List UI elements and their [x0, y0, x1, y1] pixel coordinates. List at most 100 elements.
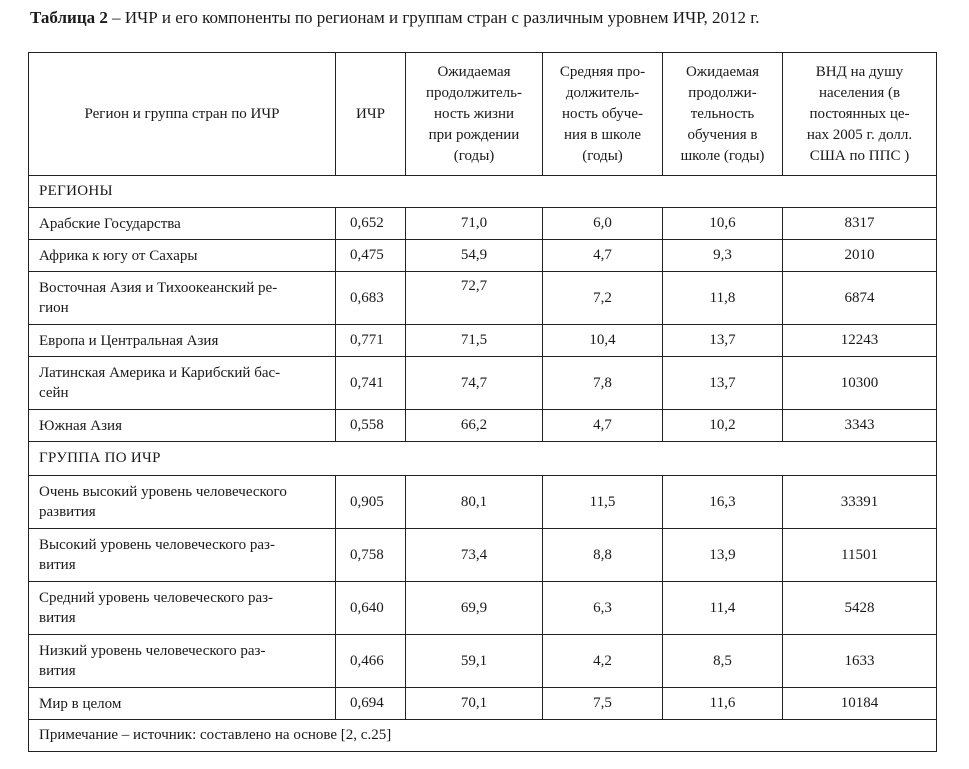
cell-hdi: 0,683	[335, 271, 406, 325]
cell-hdi: 0,466	[335, 634, 406, 688]
header-hdi: ИЧР	[335, 52, 406, 176]
header-line: продолжи-	[688, 84, 757, 101]
row-name-line: вития	[39, 610, 76, 626]
cell-gni: 3343	[782, 409, 937, 442]
hdi-table: Регион и группа стран по ИЧР ИЧР Ожидаем…	[28, 52, 937, 752]
table-row: Средний уровень человеческого раз- вития…	[28, 581, 937, 635]
cell-life: 72,7	[405, 271, 543, 325]
section-regions: РЕГИОНЫ	[28, 175, 937, 208]
cell-hdi: 0,652	[335, 207, 406, 240]
row-name-line: Высокий уровень человеческого раз-	[39, 537, 275, 553]
cell-mean: 4,2	[542, 634, 663, 688]
table-row: Низкий уровень человеческого раз- вития …	[28, 634, 937, 688]
cell-gni: 10300	[782, 356, 937, 410]
table-row: Европа и Центральная Азия 0,771 71,5 10,…	[28, 324, 937, 357]
row-name: Африка к югу от Сахары	[28, 239, 336, 272]
row-name: Европа и Центральная Азия	[28, 324, 336, 357]
cell-mean: 6,3	[542, 581, 663, 635]
row-name: Арабские Государства	[28, 207, 336, 240]
header-line: США по ППС )	[809, 147, 910, 164]
header-line: (годы)	[582, 147, 623, 164]
header-line: тельность	[690, 105, 755, 122]
cell-mean: 10,4	[542, 324, 663, 357]
cell-gni: 8317	[782, 207, 937, 240]
header-line: обучения в	[687, 126, 758, 143]
cell-hdi: 0,640	[335, 581, 406, 635]
cell-expected: 9,3	[662, 239, 783, 272]
cell-hdi: 0,694	[335, 687, 406, 720]
cell-life: 71,0	[405, 207, 543, 240]
cell-expected: 10,6	[662, 207, 783, 240]
cell-gni: 6874	[782, 271, 937, 325]
header-line: ния в школе	[563, 126, 642, 143]
row-name: Высокий уровень человеческого раз- вития	[28, 528, 336, 582]
header-line: школе (годы)	[680, 147, 765, 164]
cell-mean: 4,7	[542, 409, 663, 442]
cell-expected: 11,8	[662, 271, 783, 325]
table-row: Латинская Америка и Карибский бас- сейн …	[28, 356, 937, 410]
cell-hdi: 0,758	[335, 528, 406, 582]
row-name-line: вития	[39, 663, 76, 679]
table-caption: Таблица 2 – ИЧР и его компоненты по реги…	[30, 8, 760, 28]
cell-mean: 4,7	[542, 239, 663, 272]
cell-gni: 11501	[782, 528, 937, 582]
header-mean-schooling: Средняя про- должитель- ность обуче- ния…	[542, 52, 663, 176]
header-row: Регион и группа стран по ИЧР ИЧР Ожидаем…	[28, 52, 937, 176]
table-row: Арабские Государства 0,652 71,0 6,0 10,6…	[28, 207, 937, 240]
cell-mean: 7,2	[542, 271, 663, 325]
section-row-regions: РЕГИОНЫ	[28, 175, 937, 208]
cell-mean: 8,8	[542, 528, 663, 582]
cell-expected: 11,4	[662, 581, 783, 635]
table-row: Высокий уровень человеческого раз- вития…	[28, 528, 937, 582]
row-name: Восточная Азия и Тихоокеанский ре- гион	[28, 271, 336, 325]
cell-life: 54,9	[405, 239, 543, 272]
cell-life: 70,1	[405, 687, 543, 720]
cell-life: 73,4	[405, 528, 543, 582]
cell-mean: 7,8	[542, 356, 663, 410]
row-name-line: Средний уровень человеческого раз-	[39, 590, 274, 606]
cell-expected: 10,2	[662, 409, 783, 442]
header-line: Ожидаемая	[685, 63, 760, 80]
cell-gni: 12243	[782, 324, 937, 357]
cell-gni: 5428	[782, 581, 937, 635]
header-line: ность обуче-	[562, 105, 643, 122]
cell-gni: 1633	[782, 634, 937, 688]
cell-gni: 10184	[782, 687, 937, 720]
header-gni: ВНД на душу населения (в постоянных це- …	[782, 52, 937, 176]
cell-hdi: 0,905	[335, 475, 406, 529]
cell-hdi: 0,771	[335, 324, 406, 357]
cell-life: 59,1	[405, 634, 543, 688]
cell-expected: 16,3	[662, 475, 783, 529]
cell-gni: 2010	[782, 239, 937, 272]
cell-life: 71,5	[405, 324, 543, 357]
cell-hdi: 0,475	[335, 239, 406, 272]
table-row: Мир в целом 0,694 70,1 7,5 11,6 10184	[28, 687, 937, 720]
table-row: Африка к югу от Сахары 0,475 54,9 4,7 9,…	[28, 239, 937, 272]
row-name-line: гион	[39, 300, 69, 316]
row-name-line: Низкий уровень человеческого раз-	[39, 643, 266, 659]
cell-mean: 11,5	[542, 475, 663, 529]
cell-hdi: 0,558	[335, 409, 406, 442]
table-caption-text: – ИЧР и его компоненты по регионам и гру…	[107, 8, 760, 27]
row-name-line: Латинская Америка и Карибский бас-	[39, 365, 281, 381]
cell-mean: 6,0	[542, 207, 663, 240]
row-name: Средний уровень человеческого раз- вития	[28, 581, 336, 635]
section-groups: ГРУППА ПО ИЧР	[28, 441, 937, 476]
header-line: продолжитель-	[426, 84, 522, 101]
cell-life: 69,9	[405, 581, 543, 635]
cell-expected: 13,7	[662, 324, 783, 357]
row-name: Мир в целом	[28, 687, 336, 720]
row-name-line: Очень высокий уровень человеческого	[39, 484, 287, 500]
header-line: Ожидаемая	[437, 63, 511, 80]
header-line: населения (в	[818, 84, 901, 101]
header-life-expectancy: Ожидаемая продолжитель- ность жизни при …	[405, 52, 543, 176]
cell-expected: 8,5	[662, 634, 783, 688]
header-line: при рождении	[428, 126, 520, 143]
header-region: Регион и группа стран по ИЧР	[28, 52, 336, 176]
row-name: Очень высокий уровень человеческого разв…	[28, 475, 336, 529]
header-line: ВНД на душу	[815, 63, 904, 80]
row-name: Низкий уровень человеческого раз- вития	[28, 634, 336, 688]
row-name: Латинская Америка и Карибский бас- сейн	[28, 356, 336, 410]
header-line: Средняя про-	[559, 63, 646, 80]
cell-hdi: 0,741	[335, 356, 406, 410]
